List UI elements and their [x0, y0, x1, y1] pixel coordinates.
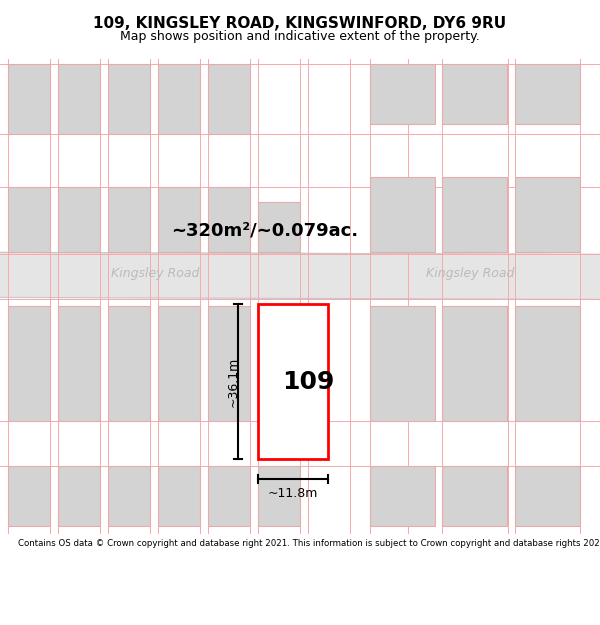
- Bar: [108, 64, 150, 134]
- Bar: [515, 466, 580, 526]
- Text: ~11.8m: ~11.8m: [268, 488, 318, 501]
- Bar: [258, 466, 300, 526]
- Bar: [442, 64, 507, 124]
- Bar: [58, 64, 100, 134]
- Bar: [58, 466, 100, 526]
- Bar: [8, 64, 50, 134]
- Bar: [370, 64, 435, 124]
- Text: ~36.1m: ~36.1m: [227, 357, 239, 407]
- Bar: [108, 306, 150, 421]
- Bar: [208, 306, 250, 421]
- Bar: [208, 64, 250, 134]
- Text: Kingsley Road: Kingsley Road: [111, 268, 199, 281]
- Bar: [108, 466, 150, 526]
- Text: 109: 109: [282, 370, 334, 394]
- Bar: [442, 177, 507, 252]
- Bar: [58, 188, 100, 253]
- Bar: [258, 202, 300, 252]
- Bar: [58, 306, 100, 421]
- Bar: [158, 466, 200, 526]
- Bar: [515, 64, 580, 124]
- Text: 109, KINGSLEY ROAD, KINGSWINFORD, DY6 9RU: 109, KINGSLEY ROAD, KINGSWINFORD, DY6 9R…: [94, 16, 506, 31]
- Bar: [370, 466, 435, 526]
- Bar: [208, 466, 250, 526]
- Bar: [8, 188, 50, 253]
- Bar: [208, 188, 250, 253]
- Bar: [158, 306, 200, 421]
- Text: ~320m²/~0.079ac.: ~320m²/~0.079ac.: [172, 221, 359, 239]
- Bar: [158, 64, 200, 134]
- Bar: [515, 306, 580, 421]
- Bar: [8, 306, 50, 421]
- Polygon shape: [0, 253, 600, 299]
- Bar: [442, 466, 507, 526]
- Bar: [515, 177, 580, 252]
- Text: Kingsley Road: Kingsley Road: [426, 268, 514, 281]
- Text: Map shows position and indicative extent of the property.: Map shows position and indicative extent…: [120, 30, 480, 43]
- Bar: [442, 306, 507, 421]
- Bar: [370, 177, 435, 252]
- Bar: [370, 306, 435, 421]
- Bar: [258, 304, 328, 459]
- Bar: [108, 188, 150, 253]
- Bar: [8, 466, 50, 526]
- Text: Contains OS data © Crown copyright and database right 2021. This information is : Contains OS data © Crown copyright and d…: [18, 539, 600, 548]
- Bar: [158, 188, 200, 253]
